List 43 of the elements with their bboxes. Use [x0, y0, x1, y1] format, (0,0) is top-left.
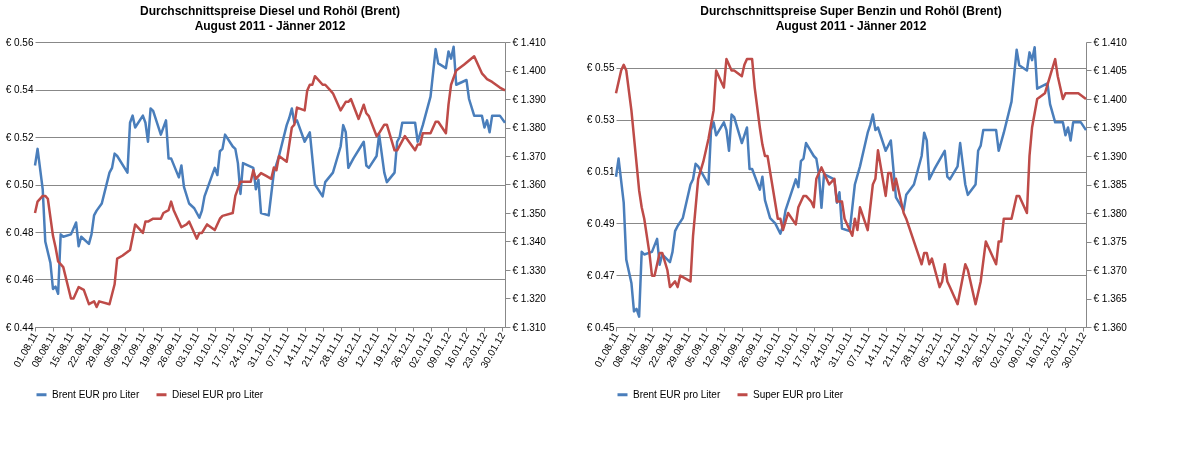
y2-tick-label: € 1.375 — [1093, 236, 1128, 247]
y2-tick-label: € 1.395 — [1093, 122, 1128, 133]
legend-label: Brent EUR pro Liter — [52, 388, 140, 400]
y-tick-label: € 0.50 — [5, 179, 34, 190]
y-tick-label: € 0.54 — [5, 84, 34, 95]
y-tick-label: € 0.47 — [586, 269, 615, 281]
legend-label: Super EUR pro Liter — [753, 388, 844, 400]
y2-tick-label: € 1.360 — [1093, 321, 1128, 333]
y-tick-label: € 0.53 — [586, 114, 615, 126]
y-tick-label: € 0.48 — [5, 226, 34, 238]
y-tick-label: € 0.49 — [586, 217, 615, 229]
legend-label: Brent EUR pro Liter — [633, 388, 721, 400]
y2-tick-label: € 1.350 — [512, 207, 547, 219]
y2-tick-label: € 1.400 — [1093, 93, 1128, 105]
y2-tick-label: € 1.410 — [512, 36, 547, 48]
y2-tick-label: € 1.370 — [512, 150, 547, 162]
y2-tick-label: € 1.330 — [512, 264, 547, 276]
legend-label: Diesel EUR pro Liter — [172, 388, 264, 400]
chart-title: Durchschnittspreise Diesel und Rohöl (Brent) — [139, 4, 401, 18]
y-tick-label: € 0.51 — [586, 166, 615, 178]
y-tick-label: € 0.45 — [586, 321, 615, 333]
y-tick-label: € 0.44 — [5, 321, 34, 333]
y-tick-label: € 0.56 — [5, 36, 34, 48]
y2-tick-label: € 1.390 — [1093, 150, 1128, 162]
y2-tick-label: € 1.340 — [512, 236, 547, 247]
y-tick-label: € 0.52 — [5, 131, 34, 143]
y2-tick-label: € 1.400 — [512, 65, 547, 76]
y2-tick-label: € 1.310 — [512, 321, 547, 333]
y2-tick-label: € 1.410 — [1093, 36, 1128, 48]
chart-title: Durchschnittspreise Super Benzin und Rohöl (Brent) — [700, 4, 1002, 18]
y-tick-label: € 0.46 — [5, 274, 34, 285]
y-tick-label: € 0.55 — [586, 62, 615, 74]
y2-tick-label: € 1.370 — [1093, 264, 1128, 276]
y2-tick-label: € 1.320 — [512, 293, 547, 304]
y2-tick-label: € 1.380 — [512, 122, 547, 133]
y2-tick-label: € 1.360 — [512, 179, 547, 190]
y2-tick-label: € 1.380 — [1093, 207, 1128, 219]
y2-tick-label: € 1.365 — [1093, 293, 1128, 304]
chart-subtitle: August 2011 - Jänner 2012 — [194, 19, 346, 33]
y2-tick-label: € 1.405 — [1093, 65, 1128, 76]
chart-subtitle: August 2011 - Jänner 2012 — [775, 19, 927, 33]
y2-tick-label: € 1.390 — [512, 93, 547, 105]
y2-tick-label: € 1.385 — [1093, 179, 1128, 190]
